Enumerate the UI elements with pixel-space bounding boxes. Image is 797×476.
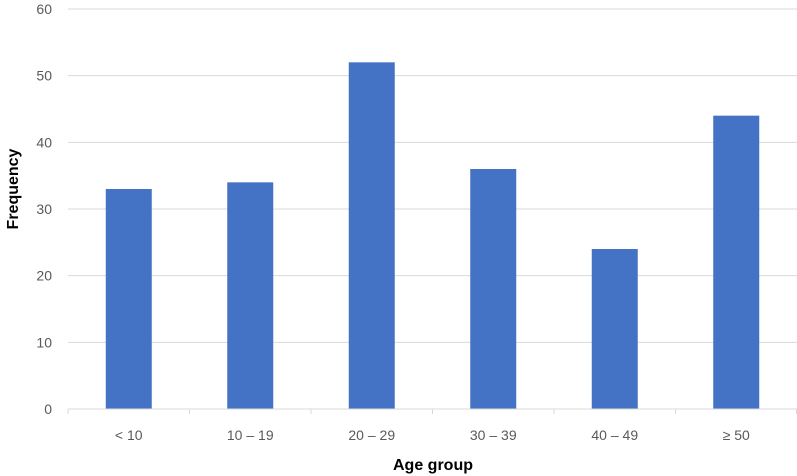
y-tick-label: 50	[36, 68, 52, 84]
y-tick-label: 30	[36, 201, 52, 217]
gridlines	[68, 8, 797, 343]
bar	[470, 169, 517, 409]
x-tick-label: 30 – 39	[470, 427, 517, 443]
y-tick-label: 60	[36, 1, 52, 17]
bar	[348, 62, 395, 409]
x-axis	[67, 408, 797, 414]
bar	[227, 182, 274, 409]
x-axis-title: Age group	[393, 457, 473, 474]
x-tick-label: 20 – 29	[348, 427, 395, 443]
bar	[713, 115, 760, 410]
x-tick-label: ≥ 50	[723, 427, 750, 443]
bars	[105, 62, 760, 410]
y-tick-label: 40	[36, 134, 52, 150]
bar	[591, 249, 638, 409]
x-tick-label: 10 – 19	[227, 427, 274, 443]
y-axis-tick-labels: 0 10 20 30 40 50 60	[36, 1, 52, 417]
bar	[105, 189, 152, 409]
y-tick-label: 0	[44, 401, 52, 417]
x-tick-label: < 10	[115, 427, 143, 443]
y-axis-title: Frequency	[5, 148, 22, 229]
x-tick-label: 40 – 49	[591, 427, 638, 443]
y-tick-label: 20	[36, 268, 52, 284]
x-axis-tick-labels: < 10 10 – 19 20 – 29 30 – 39 40 – 49 ≥ 50	[115, 427, 750, 443]
y-tick-label: 10	[36, 334, 52, 350]
